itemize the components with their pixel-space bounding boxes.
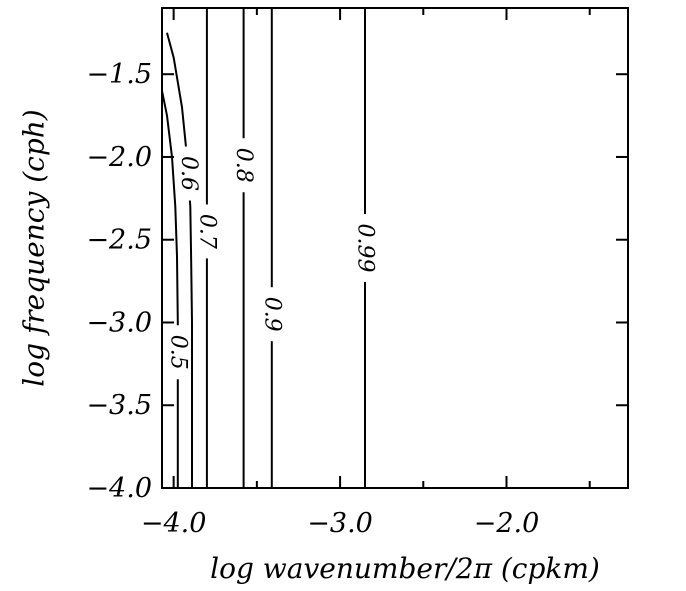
y-tick-label: −1.5 — [86, 59, 152, 90]
contour-line-0.6 — [166, 32, 193, 488]
contour-label-0.99: 0.99 — [353, 224, 378, 273]
x-tick-label: −3.0 — [307, 508, 373, 539]
contour-label-0.6: 0.6 — [176, 156, 201, 191]
contour-label-gap — [354, 214, 377, 282]
x-tick-label: −2.0 — [474, 508, 540, 539]
contour-label-0.8: 0.8 — [231, 148, 256, 183]
y-tick-label: −3.5 — [86, 390, 152, 421]
y-tick-label: −2.5 — [86, 225, 152, 256]
contour-line-0.5 — [161, 90, 179, 488]
y-axis-label: log frequency (cph) — [18, 109, 51, 386]
y-tick-label: −2.0 — [86, 142, 152, 173]
contour-label-0.5: 0.5 — [165, 335, 190, 370]
y-tick-label: −3.0 — [86, 307, 152, 338]
plot-frame — [161, 7, 629, 489]
contour-label-0.7: 0.7 — [194, 214, 219, 249]
contour-label-gap — [260, 287, 283, 342]
contour-label-0.9: 0.9 — [259, 297, 284, 332]
contour-label-gap — [232, 138, 255, 193]
contour-label-gap — [177, 146, 200, 201]
contour-label-gap — [166, 325, 189, 380]
contour-label-gap — [195, 204, 218, 259]
x-tick-label: −4.0 — [141, 508, 207, 539]
x-axis-label: log wavenumber/2π (cpkm) — [210, 552, 600, 585]
y-tick-label: −4.0 — [86, 473, 152, 504]
